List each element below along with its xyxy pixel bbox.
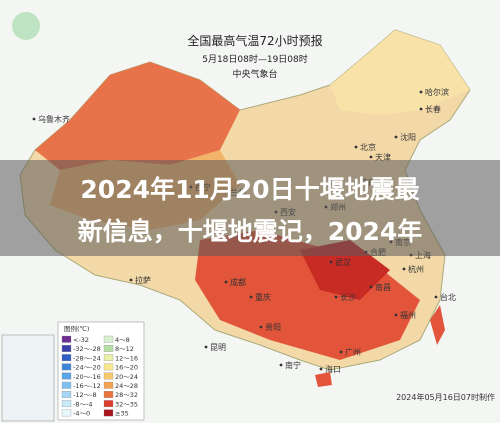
city-label: 长春	[425, 104, 441, 114]
logo	[12, 12, 40, 40]
city-dot	[259, 325, 263, 329]
city-dot	[204, 345, 208, 349]
legend-box	[57, 321, 145, 421]
legend-label: <-32	[73, 336, 89, 344]
city-dot	[369, 155, 373, 159]
city-label: 天津	[375, 152, 391, 162]
city-label: 福州	[400, 311, 416, 320]
city-label: 重庆	[255, 292, 271, 302]
headline-band	[0, 160, 500, 256]
city-label: 台北	[440, 292, 456, 302]
legend-swatch	[103, 354, 114, 362]
city-dot	[354, 145, 358, 149]
legend-swatch	[103, 391, 114, 398]
city-dot	[279, 363, 283, 367]
legend-label: -24～-20	[73, 364, 101, 372]
issued-note: 2024年05月16日07时制作	[396, 392, 495, 402]
city-label: 昆明	[210, 343, 226, 352]
city-dot	[394, 313, 398, 317]
legend-label: 12～16	[115, 354, 138, 362]
legend-swatch	[61, 345, 72, 352]
city-label: 海口	[325, 364, 341, 374]
city-dot	[334, 295, 338, 299]
city-dot	[319, 367, 323, 371]
city-label: 北京	[360, 142, 376, 152]
legend-swatch	[61, 354, 72, 362]
legend-swatch	[103, 345, 114, 352]
city-label: 贵阳	[265, 322, 281, 332]
city-label: 南宁	[285, 360, 301, 370]
legend-swatch	[61, 363, 72, 371]
map-title: 全国最高气温72小时预报	[187, 33, 322, 48]
city-label: 广州	[345, 347, 361, 357]
legend-label: -8～-4	[73, 400, 92, 408]
legend-swatch	[103, 409, 114, 417]
city-label: 沈阳	[400, 132, 416, 142]
legend-label: -20～-16	[73, 373, 101, 381]
inset-map	[1, 334, 55, 422]
city-label: 拉萨	[135, 275, 151, 285]
city-label: 乌鲁木齐	[38, 114, 70, 124]
legend-label: 8～12	[115, 345, 134, 353]
legend-swatch	[103, 381, 114, 389]
legend-swatch	[61, 400, 72, 408]
city-label: 成都	[230, 277, 246, 287]
legend-swatch	[61, 335, 72, 343]
legend-swatch	[103, 335, 114, 343]
city-label: 南昌	[375, 282, 391, 292]
legend-label: 28～32	[115, 391, 138, 399]
map-subtitle: 5月18日08时—19日08时	[202, 53, 308, 65]
legend-label: -32～-28	[73, 345, 101, 353]
legend-swatch	[61, 381, 72, 389]
headline-line: 2024年11月20日十堰地震最	[80, 175, 420, 204]
legend-swatch	[103, 363, 114, 371]
city-dot	[419, 90, 423, 94]
legend-swatch	[103, 372, 114, 380]
city-dot	[394, 135, 398, 139]
legend-label: 20～24	[115, 373, 138, 381]
city-dot	[329, 260, 333, 264]
city-label: 长沙	[340, 292, 356, 302]
map-issuer: 中央气象台	[232, 68, 277, 80]
city-dot	[32, 117, 36, 121]
city-label: 杭州	[408, 264, 424, 274]
city-dot	[402, 267, 406, 271]
legend-label: ≥35	[115, 410, 129, 418]
legend: <-32-32～-28-28～-24-24～-20-20～-16-16～-12-…	[61, 335, 138, 418]
city-dot	[224, 280, 228, 284]
legend-swatch	[61, 391, 72, 398]
city-dot	[339, 350, 343, 354]
headline-line: 新信息，十堰地震记，2024年	[78, 217, 423, 246]
city-dot	[419, 107, 423, 111]
legend-swatch	[61, 409, 72, 417]
legend-swatch	[61, 372, 72, 380]
legend-title: 图例(℃)	[64, 324, 89, 333]
legend-label: -16～-12	[73, 382, 101, 390]
city-dot	[249, 295, 253, 299]
legend-label: 24～28	[115, 382, 138, 390]
legend-label: 4～8	[115, 336, 130, 344]
legend-label: -28～-24	[73, 354, 101, 362]
legend-label: 16～20	[115, 364, 138, 372]
city-dot	[129, 278, 133, 282]
city-dot	[434, 295, 438, 299]
legend-label: -12～-8	[73, 391, 97, 399]
city-dot	[369, 285, 373, 289]
city-label: 武汉	[335, 257, 351, 267]
legend-swatch	[103, 400, 114, 408]
legend-label: -4～0	[73, 410, 90, 418]
legend-label: 32～35	[115, 400, 138, 408]
city-label: 哈尔滨	[425, 87, 449, 97]
